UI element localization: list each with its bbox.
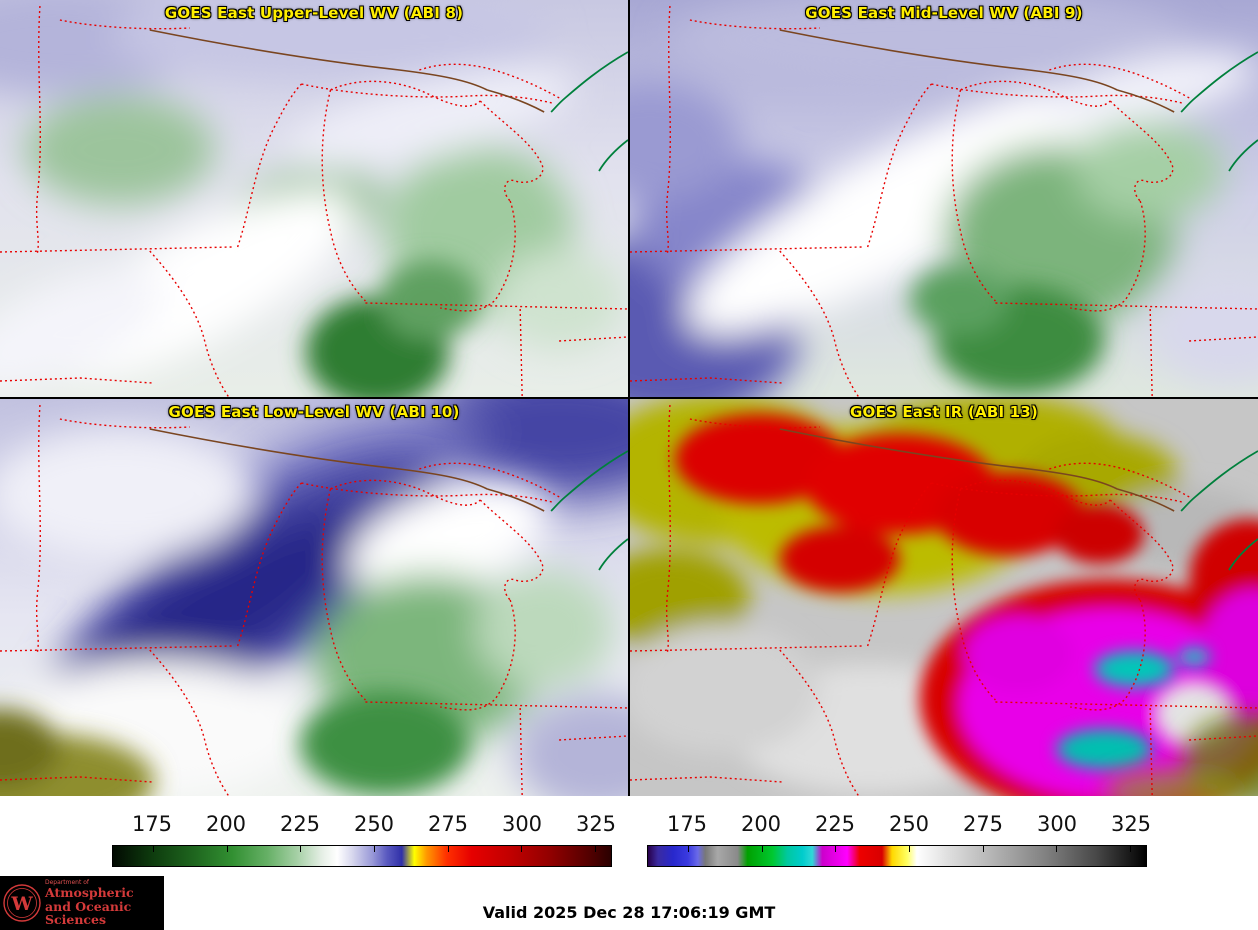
ir-colorbar: 175 200 225 250 275 300 325 [647, 812, 1151, 867]
tick-label: 175 [666, 812, 708, 836]
tick-mark [300, 846, 302, 852]
tick-label: 275 [962, 812, 1004, 836]
satellite-image-abi9 [630, 0, 1258, 397]
panel-title-abi8: GOES East Upper-Level WV (ABI 8) [164, 4, 464, 22]
panel-upper-level-wv: GOES East Upper-Level WV (ABI 8) [0, 0, 628, 397]
tick-label: 250 [353, 812, 395, 836]
tick-label: 225 [279, 812, 321, 836]
tick-mark [521, 846, 523, 852]
panel-ir: GOES East IR (ABI 13) [630, 399, 1258, 796]
tick-label: 225 [814, 812, 856, 836]
satellite-image-abi10 [0, 399, 628, 796]
tick-mark [908, 846, 910, 852]
tick-mark [761, 846, 763, 852]
satellite-image-abi13 [630, 399, 1258, 796]
tick-label: 175 [131, 812, 173, 836]
panel-low-level-wv: GOES East Low-Level WV (ABI 10) [0, 399, 628, 796]
tick-mark [1130, 846, 1132, 852]
ir-colorbar-gradient [647, 845, 1147, 867]
panel-grid: GOES East Upper-Level WV (ABI 8) [0, 0, 1258, 796]
tick-label: 200 [740, 812, 782, 836]
tick-mark [982, 846, 984, 852]
valid-timestamp: Valid 2025 Dec 28 17:06:19 GMT [482, 903, 776, 922]
panel-title-abi10: GOES East Low-Level WV (ABI 10) [168, 403, 460, 421]
tick-mark [1056, 846, 1058, 852]
tick-label: 250 [888, 812, 930, 836]
panel-mid-level-wv: GOES East Mid-Level WV (ABI 9) [630, 0, 1258, 397]
tick-label: 275 [427, 812, 469, 836]
uw-crest-icon: W [3, 884, 41, 922]
tick-label: 300 [501, 812, 543, 836]
logo-dept-line: Atmospheric [45, 885, 134, 901]
tick-mark [152, 846, 154, 852]
uw-aos-logo: W Department of Atmospheric and Oceanic … [0, 876, 164, 930]
wv-colorbar: 175 200 225 250 275 300 325 [112, 812, 616, 867]
logo-dept-line: and Oceanic Sciences [45, 898, 132, 927]
satellite-image-abi8 [0, 0, 628, 397]
wv-colorbar-labels: 175 200 225 250 275 300 325 [112, 812, 616, 840]
panel-title-abi9: GOES East Mid-Level WV (ABI 9) [805, 4, 1083, 22]
tick-mark [447, 846, 449, 852]
tick-mark [595, 846, 597, 852]
logo-dept-line: Department of [45, 879, 89, 887]
wv-colorbar-gradient [112, 845, 612, 867]
tick-label: 200 [205, 812, 247, 836]
tick-label: 325 [575, 812, 617, 836]
panel-title-abi13: GOES East IR (ABI 13) [849, 403, 1038, 421]
tick-label: 300 [1036, 812, 1078, 836]
tick-label: 325 [1110, 812, 1152, 836]
ir-colorbar-labels: 175 200 225 250 275 300 325 [647, 812, 1151, 840]
svg-text:W: W [10, 893, 33, 915]
logo-text: Department of Atmospheric and Oceanic Sc… [45, 879, 164, 927]
tick-mark [687, 846, 689, 852]
tick-mark [835, 846, 837, 852]
tick-mark [373, 846, 375, 852]
tick-mark [226, 846, 228, 852]
